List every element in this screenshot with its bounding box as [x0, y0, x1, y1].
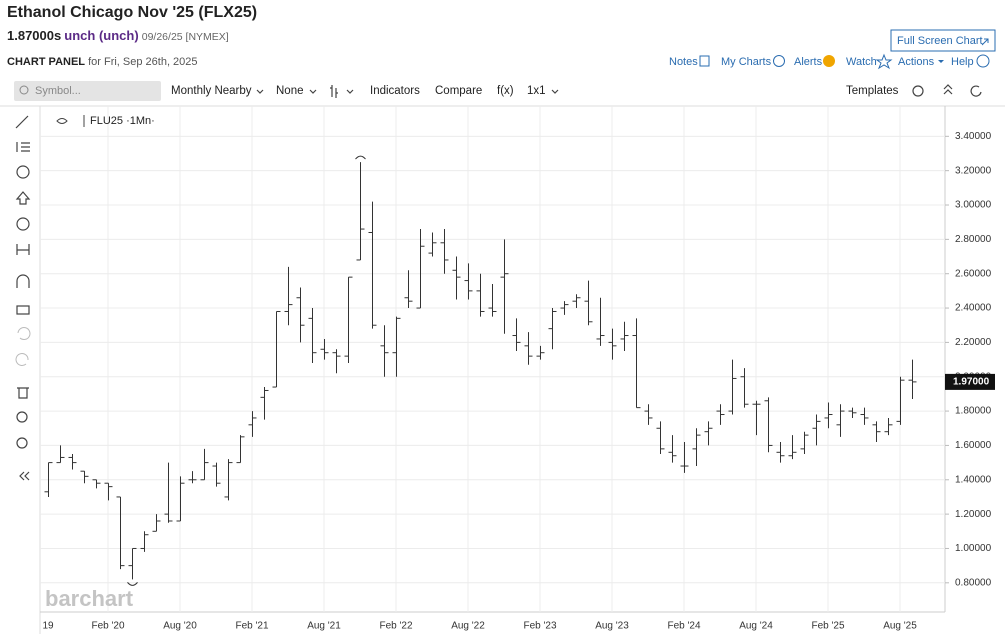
menu-item[interactable]: Help — [951, 56, 974, 68]
y-tick-label: 3.20000 — [955, 165, 992, 176]
change: unch (unch) — [64, 28, 138, 43]
y-tick-label: 2.60000 — [955, 268, 992, 279]
watermark: barchart — [45, 586, 134, 611]
last-price-box — [945, 373, 995, 390]
y-tick-label: 1.60000 — [955, 440, 992, 451]
star-icon — [875, 53, 893, 70]
shape-tool[interactable] — [16, 165, 30, 179]
search-icon — [19, 85, 29, 95]
arrow-tool[interactable] — [15, 191, 31, 205]
toolbar-item[interactable]: f(x) — [497, 85, 514, 97]
theme-icon[interactable] — [970, 85, 982, 97]
plot: 0.80000 1.00000 1.20000 1.40000 1.60000 1.800… — [40, 106, 995, 632]
lock-tool[interactable] — [16, 305, 30, 315]
x-tick-label: 19 — [42, 621, 54, 632]
measure-tool[interactable] — [16, 244, 30, 255]
period-select[interactable]: Monthly Nearby — [171, 85, 252, 97]
symbol-box[interactable] — [14, 81, 161, 101]
toolbar-item[interactable]: Compare — [435, 85, 482, 97]
collapse-sidebar[interactable] — [19, 471, 30, 481]
quote-line: 1.87000s unch (unch) 09/26/25 [NYMEX] — [7, 28, 229, 43]
chevron — [551, 89, 559, 94]
title: Ethanol Chicago Nov '25 (FLX25) — [7, 4, 257, 21]
magnet-tool[interactable] — [16, 274, 30, 288]
full-screen-label[interactable]: Full Screen Chart — [897, 35, 983, 47]
sidebar-tools — [15, 115, 31, 481]
y-tick-label: 2.20000 — [955, 337, 992, 348]
x-tick-label: Aug '23 — [595, 621, 629, 632]
alert-icon — [823, 55, 835, 67]
y-tick-label: 2.40000 — [955, 303, 992, 314]
x-tick-label: Aug '21 — [307, 621, 341, 632]
menu-item[interactable]: Watch — [846, 56, 877, 68]
undo-tool[interactable] — [17, 327, 31, 340]
y-tick-label: 1.00000 — [955, 543, 992, 554]
x-tick-label: Feb '20 — [91, 621, 124, 632]
y-tick-label: 1.20000 — [955, 509, 992, 520]
chevron — [256, 89, 264, 94]
x-tick-label: Aug '25 — [883, 621, 917, 632]
zoom-in[interactable] — [16, 411, 28, 423]
x-tick-label: Aug '22 — [451, 621, 485, 632]
plus-icon — [773, 55, 785, 67]
chevron — [346, 89, 354, 94]
y-tick-label: 3.00000 — [955, 200, 992, 211]
y-tick-label: 2.80000 — [955, 234, 992, 245]
price: 1.87000s — [7, 28, 61, 43]
zoom-out[interactable] — [16, 437, 28, 449]
notes-icon — [699, 55, 710, 67]
y-tick-label: 0.80000 — [955, 577, 992, 588]
redo-tool[interactable] — [15, 353, 29, 366]
toolbar-item[interactable]: 1x1 — [527, 85, 546, 97]
collapse-icon[interactable] — [943, 84, 953, 95]
x-tick-label: Aug '24 — [739, 621, 773, 632]
caret — [938, 60, 944, 63]
annotation-tool[interactable] — [16, 217, 30, 231]
toolbar-item[interactable]: Indicators — [370, 85, 420, 97]
x-tick-label: Feb '25 — [811, 621, 844, 632]
y-tick-label: 3.40000 — [955, 131, 992, 142]
x-tick-label: Feb '24 — [667, 621, 700, 632]
menu-item[interactable]: Alerts — [794, 56, 823, 68]
fib-tool[interactable] — [16, 142, 30, 152]
menu-item[interactable]: Notes — [669, 56, 698, 68]
line-tool[interactable] — [15, 115, 29, 129]
external-icon — [981, 38, 989, 46]
low-marker — [127, 582, 138, 586]
menu-item[interactable]: My Charts — [721, 56, 772, 68]
last-price-label: 1.97000 — [953, 377, 990, 388]
legend: FLU25 ·1Mn· — [90, 115, 155, 127]
x-tick-label: Feb '22 — [379, 621, 412, 632]
aggregation-select[interactable]: None — [276, 85, 304, 97]
quote-date: 09/26/25 [NYMEX] — [142, 31, 229, 43]
settings-icon[interactable] — [912, 85, 924, 97]
full-screen-button[interactable] — [890, 29, 996, 52]
templates[interactable]: Templates — [846, 85, 899, 97]
help-icon — [976, 54, 990, 68]
x-tick-label: Feb '23 — [523, 621, 556, 632]
chevron — [309, 89, 317, 94]
bar-type-icon[interactable] — [330, 85, 338, 98]
menu-item[interactable]: Actions — [898, 56, 935, 68]
y-tick-label: 1.40000 — [955, 474, 992, 485]
symbol-placeholder[interactable]: Symbol... — [35, 85, 81, 97]
delete-tool[interactable] — [17, 387, 29, 399]
panel-label: CHART PANEL — [7, 56, 85, 68]
panel-date: for Fri, Sep 26th, 2025 — [88, 56, 197, 68]
panel-line: CHART PANEL for Fri, Sep 26th, 2025 — [7, 56, 198, 68]
high-marker — [355, 155, 366, 160]
eye-icon — [56, 118, 68, 124]
y-tick-label: 1.80000 — [955, 406, 992, 417]
x-tick-label: Feb '21 — [235, 621, 268, 632]
x-tick-label: Aug '20 — [163, 621, 197, 632]
